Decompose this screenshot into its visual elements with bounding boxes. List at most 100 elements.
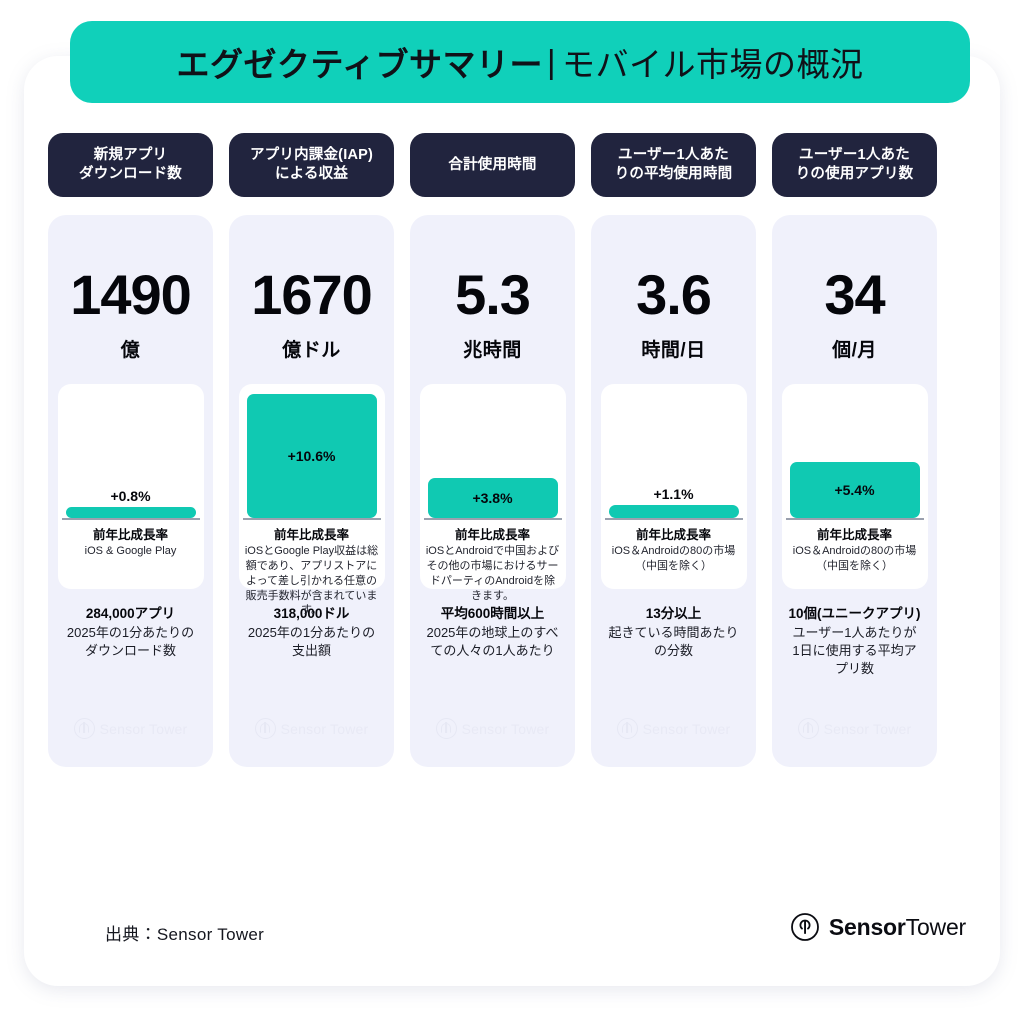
metric-column: ユーザー1人あた りの使用アプリ数 34 個/月 +5.4% 前年比成長率 iOS＆Andr… bbox=[772, 133, 937, 767]
sensor-tower-mark-icon bbox=[254, 718, 276, 739]
growth-bar bbox=[65, 507, 196, 518]
growth-value-label: +5.4% bbox=[834, 482, 875, 498]
growth-note: iOSとGoogle Play収益は総額であり、アプリストアによって差し引かれる… bbox=[244, 545, 379, 617]
footer-stat-description: 2025年の地球上のすべ ての人々の1人あたり bbox=[426, 625, 559, 659]
sensor-tower-mark-icon bbox=[797, 718, 819, 739]
banner-title: エグゼクティブサマリー | モバイル市場の概況 bbox=[176, 38, 863, 86]
card-watermark: Sensor Tower bbox=[772, 718, 937, 739]
title-banner: エグゼクティブサマリー | モバイル市場の概況 bbox=[70, 21, 970, 103]
metric-unit: 億ドル bbox=[282, 340, 341, 361]
footer-stat-description: 2025年の1分あたりの 支出額 bbox=[247, 625, 376, 659]
growth-value-label: +3.8% bbox=[472, 490, 513, 506]
watermark-text: Sensor Tower bbox=[823, 720, 912, 737]
metric-unit: 時間/日 bbox=[641, 340, 706, 361]
metric-value: 34 bbox=[824, 263, 885, 326]
metric-unit: 個/月 bbox=[832, 340, 877, 361]
metric-header-pill[interactable]: アプリ内課金(IAP) による収益 bbox=[229, 133, 394, 197]
growth-bar-stack: +0.8% bbox=[65, 488, 196, 518]
metric-value: 1670 bbox=[251, 263, 373, 326]
footer-stat-description: 2025年の1分あたりの ダウンロード数 bbox=[66, 625, 195, 659]
card-footer-stat: 284,000アプリ 2025年の1分あたりの ダウンロード数 bbox=[56, 605, 206, 660]
metric-header-pill[interactable]: ユーザー1人あた りの使用アプリ数 bbox=[772, 133, 937, 197]
footer-stat-headline: 10個(ユニークアプリ) bbox=[788, 606, 921, 621]
growth-note: iOS & Google Play bbox=[84, 545, 177, 557]
card-footer-stat: 10個(ユニークアプリ) ユーザー1人あたりが 1日に使用する平均ア プリ数 bbox=[780, 605, 930, 678]
footer-stat-headline: 平均600時間以上 bbox=[440, 606, 545, 621]
growth-bar-stack: +10.6% bbox=[246, 394, 377, 518]
growth-panel: +5.4% 前年比成長率 iOS＆Androidの80の市場 （中国を除く） bbox=[781, 384, 928, 589]
metric-card: 5.3 兆時間 +3.8% 前年比成長率 iOSとAndroidで中国およびその他の市場… bbox=[410, 215, 575, 767]
growth-value-label: +0.8% bbox=[110, 488, 151, 504]
sensor-tower-mark-icon bbox=[790, 913, 819, 941]
watermark-text: Sensor Tower bbox=[642, 720, 731, 737]
footer-stat-description: ユーザー1人あたりが 1日に使用する平均ア プリ数 bbox=[792, 625, 917, 677]
metric-header-pill[interactable]: 新規アプリ ダウンロード数 bbox=[48, 133, 213, 197]
growth-bar bbox=[608, 505, 739, 518]
banner-title-strong: エグゼクティブサマリー bbox=[176, 46, 543, 83]
metric-card: 1670 億ドル +10.6% 前年比成長率 iOSとGoogle Play収益は総額で… bbox=[229, 215, 394, 767]
growth-note: iOS＆Androidの80の市場 （中国を除く） bbox=[792, 545, 917, 572]
sensor-tower-logo: SensorTower bbox=[790, 912, 966, 942]
growth-panel: +10.6% 前年比成長率 iOSとGoogle Play収益は総額であり、アプリス… bbox=[238, 384, 385, 616]
growth-bar-area: +3.8% bbox=[427, 390, 558, 518]
metric-header-pill[interactable]: 合計使用時間 bbox=[410, 133, 575, 197]
card-footer-stat: 平均600時間以上 2025年の地球上のすべ ての人々の1人あたり bbox=[418, 605, 568, 660]
sensor-tower-mark-icon bbox=[616, 718, 638, 739]
card-watermark: Sensor Tower bbox=[591, 718, 756, 739]
logo-bold: Sensor bbox=[828, 913, 906, 940]
metric-value: 3.6 bbox=[636, 263, 712, 326]
card-watermark: Sensor Tower bbox=[410, 718, 575, 739]
growth-panel: +1.1% 前年比成長率 iOS＆Androidの80の市場 （中国を除く） bbox=[600, 384, 747, 589]
growth-panel: +0.8% 前年比成長率 iOS & Google Play bbox=[57, 384, 204, 589]
sensor-tower-mark-icon bbox=[435, 718, 457, 739]
banner-title-rest: モバイル市場の概況 bbox=[562, 46, 864, 83]
growth-note: iOS＆Androidの80の市場 （中国を除く） bbox=[611, 545, 736, 572]
growth-caption: 前年比成長率 bbox=[273, 528, 349, 542]
growth-bar-area: +1.1% bbox=[608, 390, 739, 518]
metric-column: ユーザー1人あた りの平均使用時間 3.6 時間/日 +1.1% 前年比成長率 iOS＆An… bbox=[591, 133, 756, 767]
metric-unit: 億 bbox=[120, 340, 141, 361]
growth-panel: +3.8% 前年比成長率 iOSとAndroidで中国およびその他の市場におけるサー… bbox=[419, 384, 566, 602]
footer-stat-headline: 13分以上 bbox=[645, 606, 702, 621]
source-note: 出典：Sensor Tower bbox=[105, 925, 265, 944]
growth-bar-area: +5.4% bbox=[789, 390, 920, 518]
growth-bar: +10.6% bbox=[246, 394, 377, 518]
metric-card: 1490 億 +0.8% 前年比成長率 iOS & Google Play 284,000… bbox=[48, 215, 213, 767]
growth-bar: +5.4% bbox=[789, 462, 920, 518]
footer-stat-headline: 318,000ドル bbox=[273, 606, 350, 621]
metric-header-pill[interactable]: ユーザー1人あた りの平均使用時間 bbox=[591, 133, 756, 197]
growth-bar-stack: +1.1% bbox=[608, 486, 739, 518]
growth-bar: +3.8% bbox=[427, 478, 558, 518]
metric-unit: 兆時間 bbox=[463, 340, 522, 361]
banner-title-separator: | bbox=[546, 43, 557, 80]
growth-value-label: +1.1% bbox=[653, 486, 694, 502]
baseline-rule bbox=[785, 518, 924, 520]
growth-caption: 前年比成長率 bbox=[92, 528, 168, 542]
footer-stat-headline: 284,000アプリ bbox=[85, 606, 176, 621]
growth-value-label: +10.6% bbox=[287, 448, 336, 464]
watermark-text: Sensor Tower bbox=[99, 720, 188, 737]
metric-card: 3.6 時間/日 +1.1% 前年比成長率 iOS＆Androidの80の市場 （中国を除… bbox=[591, 215, 756, 767]
growth-bar-area: +0.8% bbox=[65, 390, 196, 518]
baseline-rule bbox=[604, 518, 743, 520]
card-watermark: Sensor Tower bbox=[229, 718, 394, 739]
growth-caption: 前年比成長率 bbox=[635, 528, 711, 542]
metric-column: 合計使用時間 5.3 兆時間 +3.8% 前年比成長率 iOSとAndroidで中国および… bbox=[410, 133, 575, 767]
metric-card: 34 個/月 +5.4% 前年比成長率 iOS＆Androidの80の市場 （中国を除く）… bbox=[772, 215, 937, 767]
baseline-rule bbox=[242, 518, 381, 520]
watermark-text: Sensor Tower bbox=[461, 720, 550, 737]
metric-column: 新規アプリ ダウンロード数 1490 億 +0.8% 前年比成長率 iOS & Google… bbox=[48, 133, 213, 767]
metric-columns: 新規アプリ ダウンロード数 1490 億 +0.8% 前年比成長率 iOS & Google… bbox=[48, 133, 937, 767]
growth-caption: 前年比成長率 bbox=[454, 528, 530, 542]
watermark-text: Sensor Tower bbox=[280, 720, 369, 737]
metric-value: 1490 bbox=[70, 263, 192, 326]
logo-wordmark: SensorTower bbox=[829, 914, 966, 941]
sensor-tower-mark-icon bbox=[73, 718, 95, 739]
growth-note: iOSとAndroidで中国およびその他の市場におけるサードパーティのAndro… bbox=[425, 545, 560, 602]
metric-column: アプリ内課金(IAP) による収益 1670 億ドル +10.6% 前年比成長率 iOSとG… bbox=[229, 133, 394, 767]
growth-bar-area: +10.6% bbox=[246, 390, 377, 518]
card-watermark: Sensor Tower bbox=[48, 718, 213, 739]
footer-stat-description: 起きている時間あたり の分数 bbox=[608, 625, 739, 659]
baseline-rule bbox=[423, 518, 562, 520]
baseline-rule bbox=[61, 518, 200, 520]
